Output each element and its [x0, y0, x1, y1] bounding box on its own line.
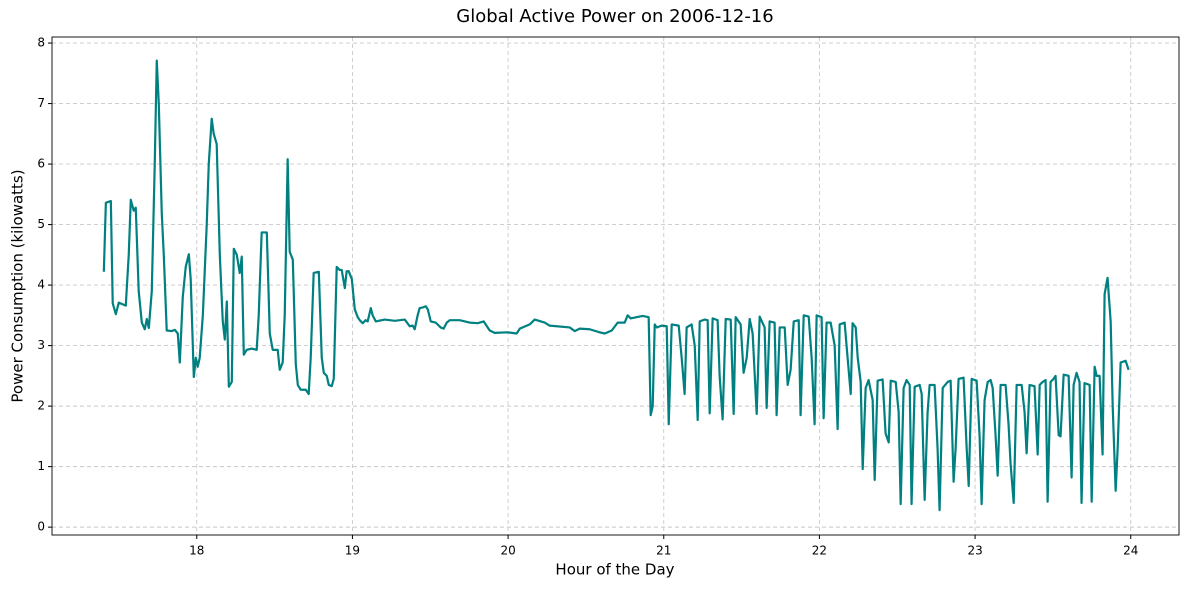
x-tick-label: 20: [500, 544, 515, 558]
x-tick-label: 19: [345, 544, 360, 558]
y-tick-label: 4: [37, 278, 45, 292]
plot-frame: [51, 36, 1180, 536]
x-tick-label: 21: [656, 544, 671, 558]
plot: [102, 59, 1130, 512]
y-tick-label: 1: [37, 459, 45, 473]
y-axis-label: Power Consumption (kilowatts): [9, 169, 27, 402]
chart-title: Global Active Power on 2006-12-16: [456, 6, 773, 27]
y-tick-label: 2: [37, 399, 45, 413]
data-line: [102, 59, 1130, 512]
y-tick-label: 3: [37, 338, 45, 352]
grid: [52, 37, 1179, 535]
y-tick-label: 7: [37, 96, 45, 110]
y-tick-label: 0: [37, 520, 45, 534]
x-tick-label: 24: [1123, 544, 1138, 558]
y-tick-label: 5: [37, 217, 45, 231]
x-tick-label: 18: [189, 544, 204, 558]
x-axis-label: Hour of the Day: [555, 561, 674, 579]
y-tick-label: 6: [37, 157, 45, 171]
y-tick-label: 8: [37, 36, 45, 50]
x-tick-label: 23: [967, 544, 982, 558]
x-tick-label: 22: [812, 544, 827, 558]
